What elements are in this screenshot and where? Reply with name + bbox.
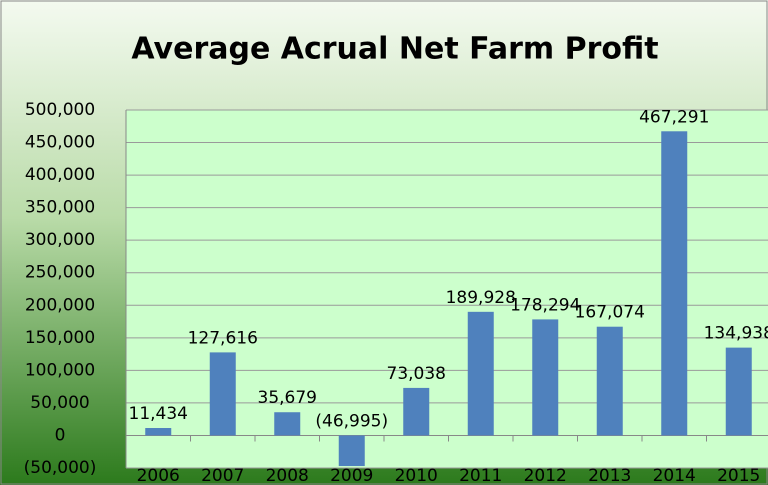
data-label: 467,291	[639, 107, 709, 127]
data-label: 167,074	[575, 303, 645, 323]
y-tick-label: 150,000	[25, 328, 95, 348]
data-label: (46,995)	[315, 411, 388, 431]
bar	[145, 428, 172, 436]
y-tick-label: 200,000	[25, 295, 95, 315]
y-tick-label: 300,000	[25, 230, 95, 250]
data-label: 178,294	[510, 295, 580, 315]
y-tick-label: 400,000	[25, 165, 95, 185]
y-tick-label: 50,000	[30, 393, 89, 413]
x-tick-label: 2013	[588, 466, 631, 485]
bar	[209, 352, 236, 436]
y-tick-label: 250,000	[25, 263, 95, 283]
y-tick-label: 500,000	[25, 100, 95, 120]
data-label: 134,938	[704, 324, 768, 344]
x-tick-label: 2011	[459, 466, 502, 485]
data-label: 11,434	[129, 404, 188, 424]
bar	[274, 412, 301, 436]
bar	[403, 387, 430, 436]
data-label: 189,928	[446, 288, 516, 308]
bar	[338, 435, 365, 467]
x-tick-label: 2014	[653, 466, 696, 485]
x-tick-label: 2015	[717, 466, 760, 485]
bar	[661, 131, 688, 436]
x-tick-label: 2007	[201, 466, 244, 485]
y-tick-label: 450,000	[25, 133, 95, 153]
y-tick-label: (50,000)	[24, 458, 97, 478]
y-tick-label: 0	[55, 425, 66, 445]
bar	[467, 311, 494, 436]
x-tick-label: 2006	[137, 466, 180, 485]
bar	[532, 319, 559, 436]
data-label: 35,679	[258, 388, 317, 408]
y-tick-label: 100,000	[25, 360, 95, 380]
x-tick-label: 2008	[266, 466, 309, 485]
bar	[596, 326, 623, 436]
x-tick-label: 2009	[330, 466, 373, 485]
x-tick-label: 2012	[524, 466, 567, 485]
data-label: 127,616	[188, 328, 258, 348]
x-tick-label: 2010	[395, 466, 438, 485]
bar	[725, 347, 752, 436]
data-label: 73,038	[387, 364, 446, 384]
y-tick-label: 350,000	[25, 198, 95, 218]
chart-title: Average Acrual Net Farm Profit	[131, 32, 658, 67]
